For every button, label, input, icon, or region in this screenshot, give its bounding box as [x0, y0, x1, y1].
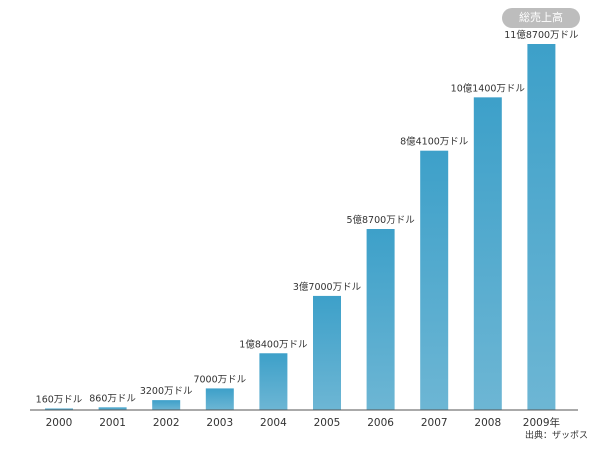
bar-2004: [259, 353, 288, 410]
bar-2006: [366, 229, 395, 410]
title-badge: 総売上高: [502, 8, 580, 28]
data-label-2003: 7000万ドル: [193, 374, 246, 385]
data-label-2004: 1億8400万ドル: [239, 338, 308, 350]
x-tick-label-2004: 2004: [260, 417, 287, 429]
bar-2002: [152, 400, 181, 410]
bar-2003: [205, 388, 234, 410]
x-tick-label-2001: 2001: [99, 417, 126, 429]
data-label-2006: 5億8700万ドル: [346, 214, 415, 226]
data-label-2002: 3200万ドル: [140, 386, 193, 397]
data-label-2005: 3億7000万ドル: [293, 281, 362, 293]
x-tick-label-2002: 2002: [153, 417, 180, 429]
x-tick-label-2000: 2000: [46, 417, 73, 429]
bar-2008: [473, 97, 502, 410]
data-label-2001: 860万ドル: [89, 393, 136, 404]
x-tick-label-2006: 2006: [367, 417, 394, 429]
x-tick-label-2003: 2003: [206, 417, 233, 429]
x-tick-label-2007: 2007: [421, 417, 448, 429]
x-tick-label-2005: 2005: [314, 417, 341, 429]
bar-2001: [98, 407, 127, 410]
data-label-2007: 8億4100万ドル: [400, 136, 469, 148]
bar-2000: [45, 408, 73, 410]
source-note: 出典：ザッポス: [524, 431, 588, 441]
bar-2009年: [527, 44, 556, 410]
x-tick-label-2008: 2008: [474, 417, 501, 429]
bar-2007: [420, 150, 449, 410]
data-label-2000: 160万ドル: [36, 395, 83, 406]
x-tick-label-2009年: 2009年: [523, 416, 560, 429]
data-label-2009年: 11億8700万ドル: [504, 29, 579, 41]
data-label-2008: 10億1400万ドル: [451, 82, 526, 94]
bar-2005: [313, 295, 341, 410]
